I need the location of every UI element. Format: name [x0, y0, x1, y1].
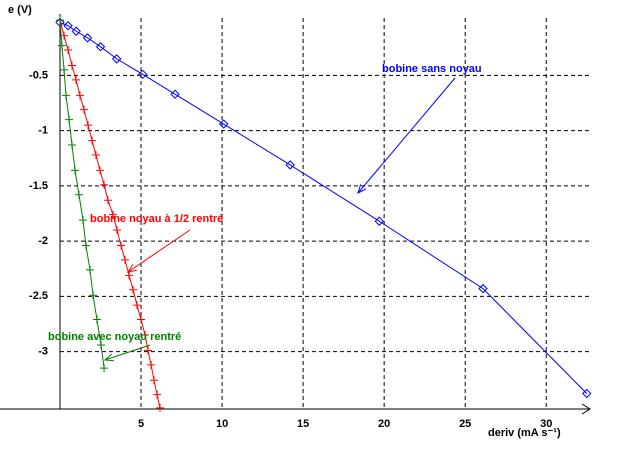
plus-marker: [64, 46, 73, 55]
plus-marker: [100, 180, 109, 189]
series-line: [59, 21, 588, 394]
plus-marker: [85, 265, 94, 274]
plus-marker: [67, 141, 76, 150]
x-tick-label: 20: [378, 418, 390, 430]
plus-marker: [81, 241, 90, 250]
series-label: bobine sans noyau: [382, 63, 482, 75]
diamond-marker: [285, 160, 295, 170]
plus-marker: [97, 340, 106, 349]
diamond-marker: [112, 54, 122, 64]
y-tick-label: -0.5: [29, 69, 48, 81]
plus-marker: [147, 360, 156, 369]
x-tick-label: 30: [540, 418, 552, 430]
plus-marker: [109, 210, 117, 219]
x-axis-label: deriv (mA s⁻¹): [488, 427, 561, 439]
diamond-marker: [478, 283, 488, 294]
annotation-arrowhead: [126, 264, 137, 273]
y-tick-label: -2: [38, 235, 48, 247]
y-axis-label: e (V): [8, 4, 32, 16]
plus-marker: [79, 105, 88, 114]
plus-marker: [57, 41, 66, 50]
x-tick-label: 25: [459, 418, 471, 430]
plus-marker: [56, 16, 64, 25]
plus-marker: [88, 136, 97, 145]
plus-marker: [120, 255, 129, 264]
plus-marker: [125, 271, 134, 280]
plus-marker: [153, 390, 162, 399]
plus-marker: [65, 115, 74, 124]
plus-marker: [129, 285, 138, 294]
series-label: bobine noyau à 1/2 rentré: [90, 213, 223, 225]
diamond-marker: [137, 69, 148, 80]
diamond-marker: [582, 388, 592, 399]
plus-marker: [67, 61, 76, 70]
plus-marker: [113, 226, 122, 235]
series-line: [59, 20, 105, 369]
plus-marker: [84, 121, 93, 130]
plus-marker: [61, 91, 70, 100]
plus-marker: [71, 166, 80, 175]
plus-marker: [156, 403, 165, 412]
diamond-marker: [374, 216, 385, 226]
plus-marker: [137, 315, 146, 324]
plus-marker: [92, 315, 101, 324]
x-tick-label: 5: [138, 418, 144, 430]
plus-marker: [89, 291, 98, 300]
diamond-marker: [170, 89, 180, 99]
plus-marker: [72, 75, 81, 84]
y-tick-label: -1.5: [29, 180, 48, 192]
diamond-marker: [218, 119, 229, 129]
diamond-marker: [95, 42, 106, 52]
y-tick-label: -3: [38, 345, 48, 357]
annotation-arrow: [127, 229, 191, 273]
plus-marker: [60, 65, 69, 74]
y-tick-label: -2.5: [29, 290, 48, 302]
annotation-arrowhead: [103, 353, 115, 362]
annotation-arrow: [104, 344, 151, 361]
x-axis-arrow: [581, 403, 591, 415]
annotation-arrow: [357, 77, 456, 194]
y-tick-label: -1: [38, 125, 48, 137]
plus-marker: [144, 346, 153, 355]
plus-marker: [91, 150, 100, 159]
plus-marker: [150, 376, 159, 385]
plus-marker: [79, 216, 88, 225]
series-label: bobine avec noyau rentré: [48, 331, 181, 343]
x-tick-label: 10: [216, 418, 228, 430]
diamond-marker: [71, 26, 81, 36]
plus-marker: [103, 196, 112, 205]
annotation-arrowhead: [357, 184, 367, 194]
plus-marker: [75, 91, 84, 100]
x-tick-label: 15: [297, 418, 309, 430]
diamond-marker: [82, 33, 93, 43]
plus-marker: [100, 364, 109, 373]
plus-marker: [132, 301, 141, 310]
diamond-marker: [63, 21, 73, 31]
plus-marker: [96, 166, 105, 175]
plus-marker: [117, 241, 126, 250]
plus-marker: [74, 190, 83, 199]
plus-marker: [141, 330, 150, 339]
